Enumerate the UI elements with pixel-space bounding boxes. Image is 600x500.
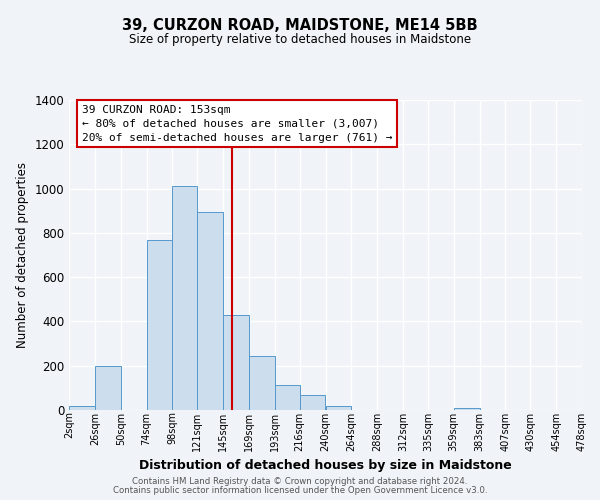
Text: 39 CURZON ROAD: 153sqm
← 80% of detached houses are smaller (3,007)
20% of semi-: 39 CURZON ROAD: 153sqm ← 80% of detached… xyxy=(82,104,392,142)
Text: Size of property relative to detached houses in Maidstone: Size of property relative to detached ho… xyxy=(129,32,471,46)
X-axis label: Distribution of detached houses by size in Maidstone: Distribution of detached houses by size … xyxy=(139,459,512,472)
Bar xyxy=(275,384,299,410)
Y-axis label: Number of detached properties: Number of detached properties xyxy=(16,162,29,348)
Bar xyxy=(197,212,223,410)
Text: 39, CURZON ROAD, MAIDSTONE, ME14 5BB: 39, CURZON ROAD, MAIDSTONE, ME14 5BB xyxy=(122,18,478,32)
Bar xyxy=(146,240,172,410)
Bar xyxy=(223,315,249,410)
Bar xyxy=(95,366,121,410)
Bar xyxy=(249,356,275,410)
Bar xyxy=(299,394,325,410)
Bar xyxy=(454,408,479,410)
Text: Contains public sector information licensed under the Open Government Licence v3: Contains public sector information licen… xyxy=(113,486,487,495)
Text: Contains HM Land Registry data © Crown copyright and database right 2024.: Contains HM Land Registry data © Crown c… xyxy=(132,477,468,486)
Bar xyxy=(172,186,197,410)
Bar xyxy=(325,406,352,410)
Bar xyxy=(69,406,95,410)
